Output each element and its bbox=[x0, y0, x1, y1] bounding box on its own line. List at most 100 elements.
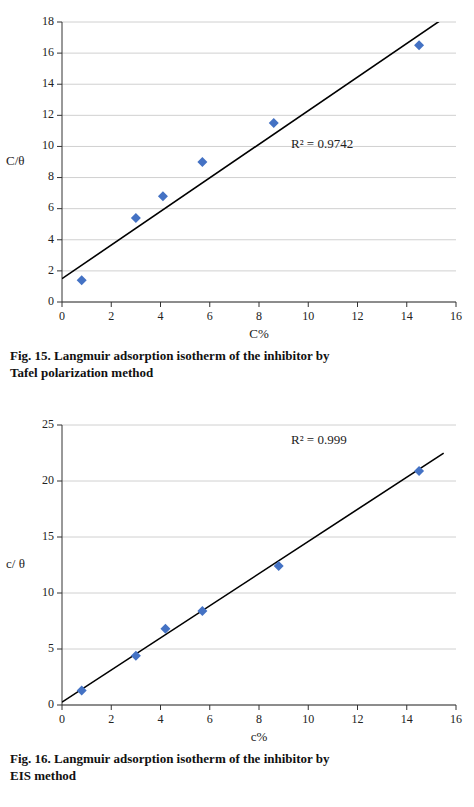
plot-area bbox=[62, 453, 444, 702]
caption: Fig. 15. Langmuir adsorption isotherm of… bbox=[10, 348, 330, 363]
y-tick-label: 6 bbox=[48, 200, 54, 214]
y-tick-label: 0 bbox=[48, 294, 54, 308]
point bbox=[274, 561, 284, 571]
x-tick bbox=[308, 705, 309, 710]
x-tick-label: 10 bbox=[302, 712, 314, 726]
grid-line bbox=[62, 146, 456, 147]
grid-line bbox=[62, 53, 456, 54]
x-tick bbox=[308, 302, 309, 307]
grid-line bbox=[62, 84, 456, 85]
y-tick-label: 20 bbox=[42, 473, 54, 487]
y-tick-label: 10 bbox=[42, 138, 54, 152]
grid-line bbox=[62, 177, 456, 178]
y-tick bbox=[57, 177, 62, 178]
x-tick bbox=[357, 705, 358, 710]
x-tick bbox=[456, 705, 457, 710]
x-tick-label: 10 bbox=[302, 309, 314, 323]
y-tick bbox=[57, 705, 62, 706]
point bbox=[131, 651, 141, 661]
x-tick bbox=[111, 705, 112, 710]
x-tick-label: 6 bbox=[207, 309, 213, 323]
x-tick-label: 16 bbox=[450, 309, 462, 323]
grid-line bbox=[62, 239, 456, 240]
y-tick bbox=[57, 84, 62, 85]
x-tick-label: 12 bbox=[352, 309, 364, 323]
grid-line bbox=[62, 270, 456, 271]
y-tick bbox=[57, 239, 62, 240]
x-tick bbox=[406, 302, 407, 307]
y-tick bbox=[57, 208, 62, 209]
y-axis-label: C/θ bbox=[6, 153, 25, 168]
grid-line bbox=[62, 537, 456, 538]
y-tick bbox=[57, 302, 62, 303]
y-tick bbox=[57, 649, 62, 650]
grid-line bbox=[62, 705, 456, 706]
x-tick bbox=[259, 705, 260, 710]
grid-line bbox=[62, 302, 456, 303]
point bbox=[158, 191, 168, 201]
point bbox=[197, 157, 207, 167]
x-axis-label: c% bbox=[251, 729, 268, 744]
y-tick bbox=[57, 425, 62, 426]
x-tick-label: 14 bbox=[401, 712, 413, 726]
y-tick-label: 12 bbox=[42, 107, 54, 121]
x-tick-label: 0 bbox=[59, 712, 65, 726]
y-tick-label: 25 bbox=[42, 417, 54, 431]
plot-area bbox=[62, 22, 444, 285]
grid-line bbox=[62, 22, 456, 23]
x-tick-label: 12 bbox=[352, 712, 364, 726]
y-tick bbox=[57, 481, 62, 482]
y-tick-label: 8 bbox=[48, 169, 54, 183]
y-tick-label: 14 bbox=[42, 76, 54, 90]
chart: 0246810121416180246810121416R² = 0.9742C… bbox=[6, 14, 462, 380]
y-tick bbox=[57, 146, 62, 147]
grid-line bbox=[62, 593, 456, 594]
y-axis-line bbox=[62, 22, 63, 302]
x-tick-label: 4 bbox=[158, 712, 164, 726]
y-tick-label: 10 bbox=[42, 585, 54, 599]
annotation: R² = 0.9742 bbox=[291, 136, 353, 151]
x-axis-line bbox=[62, 705, 456, 706]
y-tick-label: 2 bbox=[48, 263, 54, 277]
point bbox=[269, 118, 279, 128]
x-tick bbox=[456, 302, 457, 307]
grid-line bbox=[62, 115, 456, 116]
y-tick-label: 16 bbox=[42, 45, 54, 59]
x-tick bbox=[209, 705, 210, 710]
y-tick-label: 18 bbox=[42, 14, 54, 28]
y-tick bbox=[57, 537, 62, 538]
y-tick-label: 4 bbox=[48, 232, 54, 246]
point bbox=[77, 275, 87, 285]
y-tick-label: 5 bbox=[48, 641, 54, 655]
x-tick-label: 14 bbox=[401, 309, 413, 323]
y-tick bbox=[57, 53, 62, 54]
y-axis-label: c/ θ bbox=[6, 556, 25, 571]
x-tick-label: 2 bbox=[108, 712, 114, 726]
grid-line bbox=[62, 481, 456, 482]
x-tick bbox=[111, 302, 112, 307]
x-tick-label: 4 bbox=[158, 309, 164, 323]
x-tick bbox=[357, 302, 358, 307]
y-tick-label: 15 bbox=[42, 529, 54, 543]
x-tick bbox=[160, 302, 161, 307]
figure: 0 2 4 6 8 10 12 14 16 18 0 2 4 6 8 10 12 14 16 R² = 0.9742 C… bbox=[0, 0, 474, 807]
caption: EIS method bbox=[10, 768, 77, 783]
x-tick-label: 8 bbox=[256, 712, 262, 726]
x-tick bbox=[406, 705, 407, 710]
trendline bbox=[62, 453, 444, 702]
chart: 05101520250246810121416R² = 0.999c%c/ θF… bbox=[6, 417, 462, 783]
grid-line bbox=[62, 425, 456, 426]
caption: Tafel polarization method bbox=[10, 365, 154, 380]
annotation: R² = 0.999 bbox=[291, 432, 347, 447]
caption: Fig. 16. Langmuir adsorption isotherm of… bbox=[10, 751, 330, 766]
x-tick-label: 0 bbox=[59, 309, 65, 323]
grid-line bbox=[62, 208, 456, 209]
x-tick bbox=[62, 302, 63, 307]
point bbox=[414, 40, 424, 50]
x-tick-label: 2 bbox=[108, 309, 114, 323]
y-tick bbox=[57, 270, 62, 271]
trendline bbox=[62, 22, 444, 279]
point bbox=[131, 213, 141, 223]
point bbox=[160, 624, 170, 634]
x-tick bbox=[259, 302, 260, 307]
